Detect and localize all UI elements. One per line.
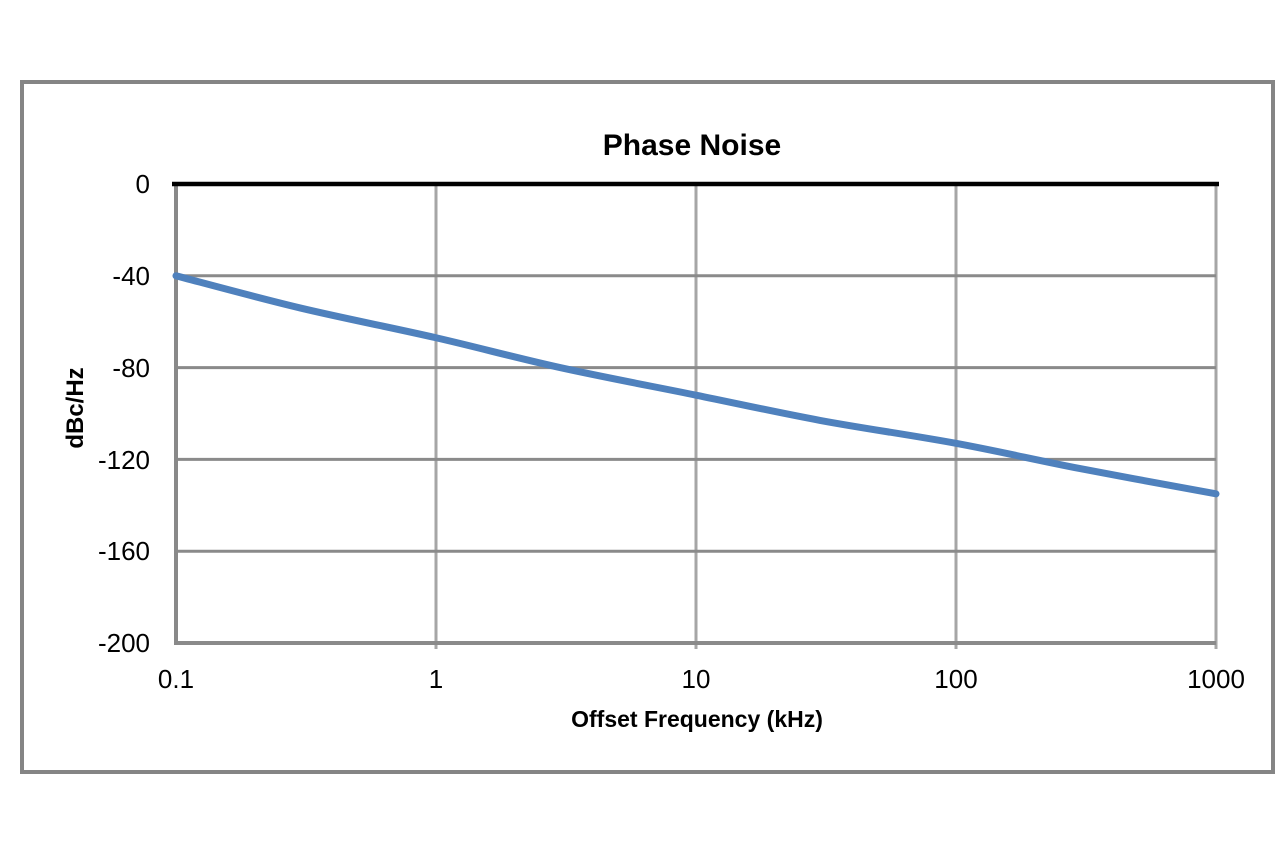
chart-frame [20,80,1275,774]
y-tick-label: -80 [112,353,150,383]
x-axis-title: Offset Frequency (kHz) [571,706,823,732]
y-tick-label: -40 [112,261,150,291]
y-axis-title: dBc/Hz [62,367,89,449]
y-tick-label: -160 [97,536,150,566]
series-line [172,272,1220,498]
x-tick-label: 10 [681,664,711,694]
y-tick-label: -120 [97,445,150,475]
y-tick-label: -200 [97,628,150,658]
x-tick-label: 100 [934,664,978,694]
x-tick-label: 1 [428,664,444,694]
chart-title: Phase Noise [602,129,782,162]
x-tick-label: 1000 [1187,664,1245,694]
x-tick-label: 0.1 [157,664,195,694]
y-tick-label: 0 [135,169,150,199]
